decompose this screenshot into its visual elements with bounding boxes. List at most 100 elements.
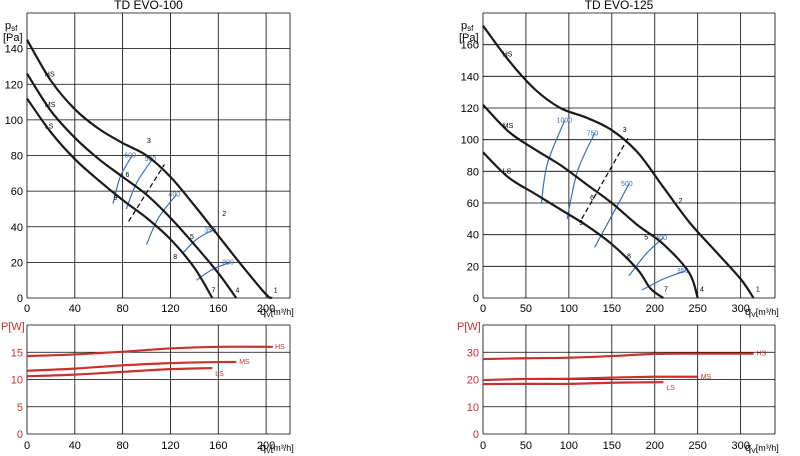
operating-point-label: 5: [644, 234, 648, 241]
chart-title: TD EVO-125: [585, 0, 654, 12]
power-y-tick-label: 20: [467, 375, 479, 387]
x-tick-label: 0: [24, 303, 30, 315]
rpm-label: 400: [168, 192, 180, 199]
x-tick-label: 100: [560, 303, 578, 315]
y-tick-label: 100: [5, 115, 23, 127]
y-tick-label: 40: [467, 230, 479, 242]
x-axis-label-unit: [m³/h]: [756, 307, 779, 317]
power-curve-ms: [26, 360, 237, 372]
operating-point-label: 3: [623, 127, 627, 134]
power-x-axis-label-main: q: [745, 442, 751, 454]
x-tick-label: 0: [480, 303, 486, 315]
x-tick-label: 250: [689, 303, 707, 315]
y-axis-label-main: p: [461, 20, 467, 32]
rpm-label: 350: [677, 268, 689, 275]
power-x-axis-label-sub: V: [266, 448, 271, 455]
operating-point-label: 1: [274, 288, 278, 295]
operating-point-label: 5: [190, 234, 194, 241]
rpm-curve: [566, 133, 596, 219]
power-axis-label: P[W]: [457, 321, 481, 333]
power-curve-label: HS: [275, 344, 285, 351]
x-axis-label: qV[m³/h]: [745, 306, 779, 319]
fan-curve-ms: [26, 72, 238, 299]
operating-point-label: 6: [125, 172, 129, 179]
operating-point-label: 1: [756, 287, 760, 294]
rpm-curve: [145, 194, 177, 245]
y-tick-label: 0: [473, 293, 479, 305]
y-tick-label: 120: [5, 79, 23, 91]
operating-point-label: 9: [114, 195, 118, 202]
rpm-curve: [125, 158, 154, 210]
operating-dashed-line: [581, 136, 630, 220]
x-axis-label-sub: V: [266, 312, 271, 319]
fan-curve-ms: [482, 104, 699, 299]
power-curve-label: MS: [701, 374, 712, 381]
power-curve-ls: [482, 381, 664, 386]
power-y-tick-label: 0: [473, 429, 479, 441]
curve-label: HS: [45, 72, 55, 79]
power-y-tick-label: 0: [17, 429, 23, 441]
rpm-curve: [181, 229, 213, 254]
fan-curve-hs: [482, 25, 755, 299]
power-axis-label-main: P: [1, 321, 8, 333]
power-curve-label: HS: [757, 351, 767, 358]
y-axis-label: psf: [5, 20, 18, 33]
power-curve-label: LS: [215, 371, 224, 378]
power-x-tick-label: 200: [646, 440, 664, 452]
y-tick-label: 140: [5, 44, 23, 56]
power-x-axis-label: qV[m³/h]: [745, 442, 779, 455]
power-x-tick-label: 160: [209, 440, 227, 452]
operating-point-label: 6: [590, 195, 594, 202]
rpm-curve: [540, 120, 566, 204]
power-curve-hs: [26, 345, 274, 358]
power-curve-ls: [26, 366, 213, 378]
power-curve-hs: [482, 352, 754, 361]
rpm-curve: [594, 183, 630, 248]
x-tick-label: 120: [161, 303, 179, 315]
power-y-tick-label: 10: [11, 375, 23, 387]
y-axis-label-sub: sf: [467, 24, 474, 33]
curve-label: LS: [503, 169, 512, 176]
curve-label: LS: [45, 123, 54, 130]
power-y-tick-label: 10: [467, 402, 479, 414]
y-tick-label: 80: [11, 151, 23, 163]
power-x-tick-label: 100: [560, 440, 578, 452]
y-axis-label-sub: sf: [11, 24, 18, 33]
x-axis-label-main: q: [745, 306, 751, 318]
power-y-tick-label: 5: [17, 402, 23, 414]
power-x-axis-label-sub: V: [751, 448, 756, 455]
operating-point-label: 2: [222, 211, 226, 218]
y-tick-label: 20: [11, 257, 23, 269]
power-x-tick-label: 0: [24, 440, 30, 452]
x-axis-label-unit: [m³/h]: [271, 307, 294, 317]
x-axis-label: qV[m³/h]: [260, 306, 294, 319]
y-tick-label: 60: [11, 186, 23, 198]
power-x-tick-label: 250: [689, 440, 707, 452]
curve-label: MS: [45, 102, 56, 109]
rpm-label: 300: [222, 259, 234, 266]
rpm-label: 600: [124, 153, 136, 160]
power-axis-label: P[W]: [1, 321, 25, 333]
operating-point-label: 7: [664, 287, 668, 294]
operating-point-label: 8: [173, 254, 177, 261]
operating-point-label: 2: [679, 198, 683, 205]
y-axis-label: psf: [461, 20, 474, 33]
power-x-tick-label: 300: [731, 440, 749, 452]
power-axis-label-unit: [W]: [464, 321, 481, 333]
rpm-curve: [641, 270, 686, 291]
power-x-axis-label-unit: [m³/h]: [756, 443, 779, 453]
x-tick-label: 300: [731, 303, 749, 315]
y-tick-label: 60: [467, 198, 479, 210]
operating-point-label: 9: [579, 220, 583, 227]
curve-label: MS: [503, 123, 514, 130]
fan-curve-ls: [482, 151, 665, 299]
operating-point-label: 4: [235, 288, 239, 295]
x-tick-label: 160: [209, 303, 227, 315]
y-tick-label: 100: [461, 135, 479, 147]
x-axis-label-sub: V: [751, 312, 756, 319]
operating-dashed-line: [128, 164, 165, 222]
chart-0: TD EVO-1000 40 80 120 160 2000204060801001201…: [1, 0, 294, 455]
power-axis-label-unit: [W]: [8, 321, 25, 333]
